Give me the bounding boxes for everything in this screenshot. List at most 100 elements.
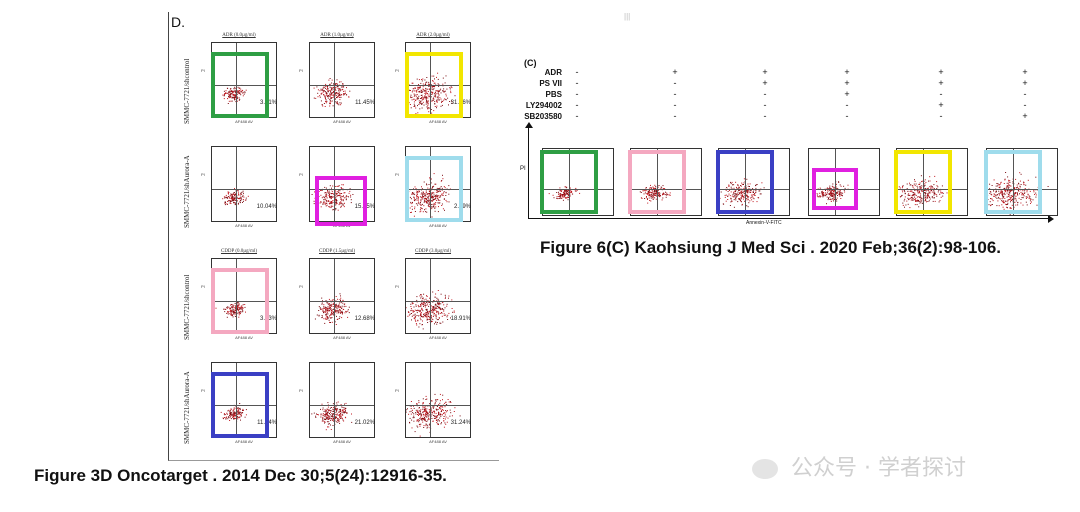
quadrant-vline bbox=[334, 259, 335, 333]
quadrant-hline bbox=[212, 85, 276, 86]
quadrant-vline bbox=[236, 363, 237, 437]
flow-plot: PI 2.89% AF488 AV bbox=[383, 136, 473, 232]
quadrant-hline bbox=[212, 301, 276, 302]
treatment-value: - bbox=[673, 89, 677, 99]
quadrant-hline bbox=[719, 189, 789, 190]
y-axis-label: PI bbox=[299, 284, 303, 289]
treatment-label: LY294002 bbox=[525, 101, 562, 110]
treatment-value: + bbox=[1022, 67, 1028, 77]
treatment-label: SB203580 bbox=[524, 112, 562, 121]
quadrant-hline bbox=[406, 301, 470, 302]
y-axis-label: PI bbox=[201, 68, 205, 73]
plot-area bbox=[309, 258, 375, 334]
quadrant-hline bbox=[897, 189, 967, 190]
percentage-label: 21.02% bbox=[354, 420, 375, 426]
flow-plot: CDDP (1.5µg/ml) PI 12.68% AF488 AV bbox=[287, 248, 377, 344]
treatment-value: + bbox=[1022, 111, 1028, 121]
treatment-label: PS VII bbox=[539, 79, 562, 88]
highlight-box bbox=[315, 176, 367, 226]
percentage-label: 10.04% bbox=[256, 204, 277, 210]
panel-letter-d: D. bbox=[171, 14, 185, 30]
highlight-box bbox=[405, 156, 463, 222]
quadrant-hline bbox=[809, 189, 879, 190]
treatment-value: + bbox=[1022, 78, 1028, 88]
y-axis-label: PI bbox=[395, 388, 399, 393]
highlight-box bbox=[211, 372, 269, 438]
quadrant-vline bbox=[923, 149, 924, 215]
x-axis-label: AF488 AV bbox=[429, 119, 447, 124]
flow-plot: ADR (2.0µg/ml) PI 31.56% AF488 AV bbox=[383, 32, 473, 128]
x-axis-label: AF488 AV bbox=[429, 223, 447, 228]
y-arrow-head bbox=[525, 122, 533, 128]
quadrant-hline bbox=[987, 189, 1057, 190]
x-axis-label: AF488 AV bbox=[333, 335, 351, 340]
quadrant-vline bbox=[236, 147, 237, 221]
highlight-box bbox=[984, 150, 1042, 214]
highlight-box bbox=[540, 150, 598, 214]
flow-plot: ADR (0.0µg/ml) PI 3.21% AF488 AV bbox=[189, 32, 279, 128]
treatment-value: - bbox=[575, 67, 579, 77]
x-axis-label: AF488 AV bbox=[429, 335, 447, 340]
highlight-box bbox=[894, 150, 952, 214]
treatment-value: + bbox=[844, 78, 850, 88]
panel-letter-c: (C) bbox=[524, 58, 537, 68]
plot-title: ADR (1.0µg/ml) bbox=[320, 33, 354, 38]
right-figure: (C) ADR - + + + + + PS VII - - + + + + PBS - - - + - - LY2940… bbox=[520, 56, 1060, 226]
quadrant-hline bbox=[406, 85, 470, 86]
flow-plot: PI 31.24% AF488 AV bbox=[383, 352, 473, 448]
flow-plot: CDDP (0.0µg/ml) PI 3.23% AF488 AV bbox=[189, 248, 279, 344]
scatter-dots bbox=[406, 393, 461, 437]
y-axis-label: PI bbox=[395, 284, 399, 289]
quadrant-vline bbox=[569, 149, 570, 215]
x-axis-label: AF488 AV bbox=[235, 335, 253, 340]
quadrant-hline bbox=[212, 189, 276, 190]
highlight-box bbox=[211, 52, 269, 118]
y-axis-label: PI bbox=[201, 172, 205, 177]
left-caption: Figure 3D Oncotarget . 2014 Dec 30;5(24)… bbox=[34, 466, 447, 485]
x-arrow-head bbox=[1048, 215, 1054, 223]
plot-title: CDDP (0.0µg/ml) bbox=[220, 249, 258, 254]
plot-title: CDDP (1.5µg/ml) bbox=[318, 249, 356, 254]
quadrant-vline bbox=[334, 363, 335, 437]
x-axis-label: AF488 AV bbox=[235, 223, 253, 228]
y-axis-label: PI bbox=[299, 172, 303, 177]
page-marker: ||| bbox=[624, 12, 631, 21]
treatment-value: - bbox=[575, 89, 579, 99]
treatment-value: - bbox=[845, 100, 849, 110]
y-axis-label: PI bbox=[395, 172, 399, 177]
treatment-value: + bbox=[762, 67, 768, 77]
plot-area bbox=[211, 146, 277, 222]
quadrant-vline bbox=[657, 149, 658, 215]
y-axis-label: PI bbox=[201, 284, 205, 289]
percentage-label: 18.91% bbox=[450, 316, 471, 322]
scatter-dots bbox=[313, 78, 351, 107]
treatment-value: - bbox=[763, 89, 767, 99]
treatment-value: - bbox=[575, 111, 579, 121]
quadrant-vline bbox=[1013, 149, 1014, 215]
treatment-value: + bbox=[844, 89, 850, 99]
y-axis-arrow bbox=[528, 126, 529, 218]
treatment-value: + bbox=[844, 67, 850, 77]
treatment-value: + bbox=[938, 100, 944, 110]
quadrant-vline bbox=[835, 149, 836, 215]
flow-plot: ADR (1.0µg/ml) PI 11.45% AF488 AV bbox=[287, 32, 377, 128]
quadrant-hline bbox=[631, 189, 701, 190]
quadrant-hline bbox=[406, 189, 470, 190]
quadrant-vline bbox=[430, 259, 431, 333]
highlight-box bbox=[211, 268, 269, 334]
x-axis-arrow bbox=[528, 218, 1050, 219]
highlight-box bbox=[716, 150, 774, 214]
quadrant-hline bbox=[310, 301, 374, 302]
quadrant-hline bbox=[310, 85, 374, 86]
treatment-value: - bbox=[763, 111, 767, 121]
highlight-box bbox=[405, 52, 463, 118]
quadrant-hline bbox=[212, 405, 276, 406]
treatment-value: - bbox=[763, 100, 767, 110]
quadrant-vline bbox=[236, 43, 237, 117]
quadrant-vline bbox=[430, 43, 431, 117]
highlight-box bbox=[812, 168, 858, 210]
treatment-label: PBS bbox=[545, 90, 562, 99]
quadrant-hline bbox=[543, 189, 613, 190]
treatment-value: + bbox=[938, 67, 944, 77]
quadrant-vline bbox=[745, 149, 746, 215]
